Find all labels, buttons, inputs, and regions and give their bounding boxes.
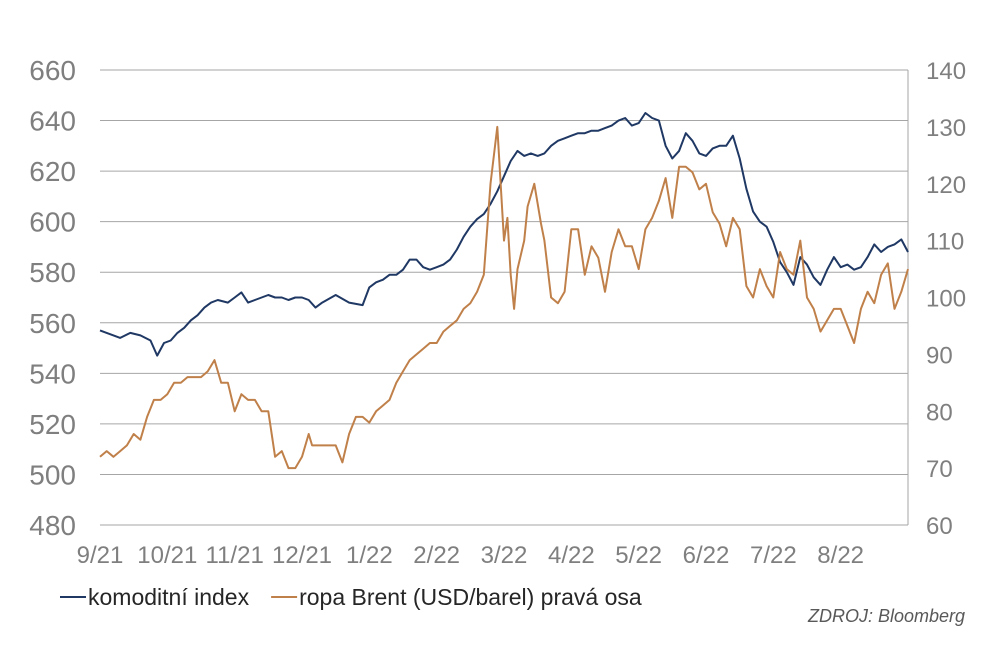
x-tick-label: 1/22	[346, 542, 393, 569]
y-left-tick-label: 480	[29, 510, 76, 541]
y-left-tick-label: 660	[29, 55, 76, 86]
y-left-tick-label: 560	[29, 308, 76, 339]
y-right-tick-label: 140	[926, 58, 966, 85]
legend-label-brent: ropa Brent (USD/barel) pravá osa	[299, 584, 642, 610]
y-left-tick-label: 580	[29, 257, 76, 288]
y-left-tick-label: 520	[29, 409, 76, 440]
y-right-tick-label: 130	[926, 115, 966, 142]
x-tick-label: 9/21	[77, 542, 124, 569]
y-right-tick-label: 110	[926, 229, 964, 256]
x-tick-label: 10/21	[137, 542, 197, 569]
legend-label-commodity-index: komoditní index	[88, 584, 250, 610]
y-left-tick-label: 640	[29, 106, 76, 137]
y-left-tick-label: 540	[29, 358, 76, 389]
source-note: ZDROJ: Bloomberg	[807, 606, 965, 626]
y-left-tick-label: 500	[29, 459, 76, 490]
brent-series-line	[99, 125, 909, 470]
x-tick-label: 7/22	[750, 542, 797, 569]
x-tick-label: 5/22	[615, 542, 662, 569]
y-right-tick-label: 70	[926, 456, 953, 483]
x-tick-label: 3/22	[481, 542, 528, 569]
x-tick-label: 8/22	[817, 542, 864, 569]
y-left-tick-label: 620	[29, 156, 76, 187]
y-right-tick-label: 80	[926, 399, 953, 426]
x-tick-label: 2/22	[413, 542, 460, 569]
x-tick-label: 6/22	[683, 542, 730, 569]
y-right-tick-label: 90	[926, 342, 953, 369]
x-tick-label: 4/22	[548, 542, 595, 569]
y-right-tick-label: 60	[926, 513, 953, 540]
y-right-tick-label: 100	[926, 286, 966, 313]
x-tick-label: 12/21	[272, 542, 332, 569]
y-left-tick-label: 600	[29, 207, 76, 238]
y-right-tick-label: 120	[926, 172, 966, 199]
x-tick-label: 11/21	[206, 542, 264, 569]
